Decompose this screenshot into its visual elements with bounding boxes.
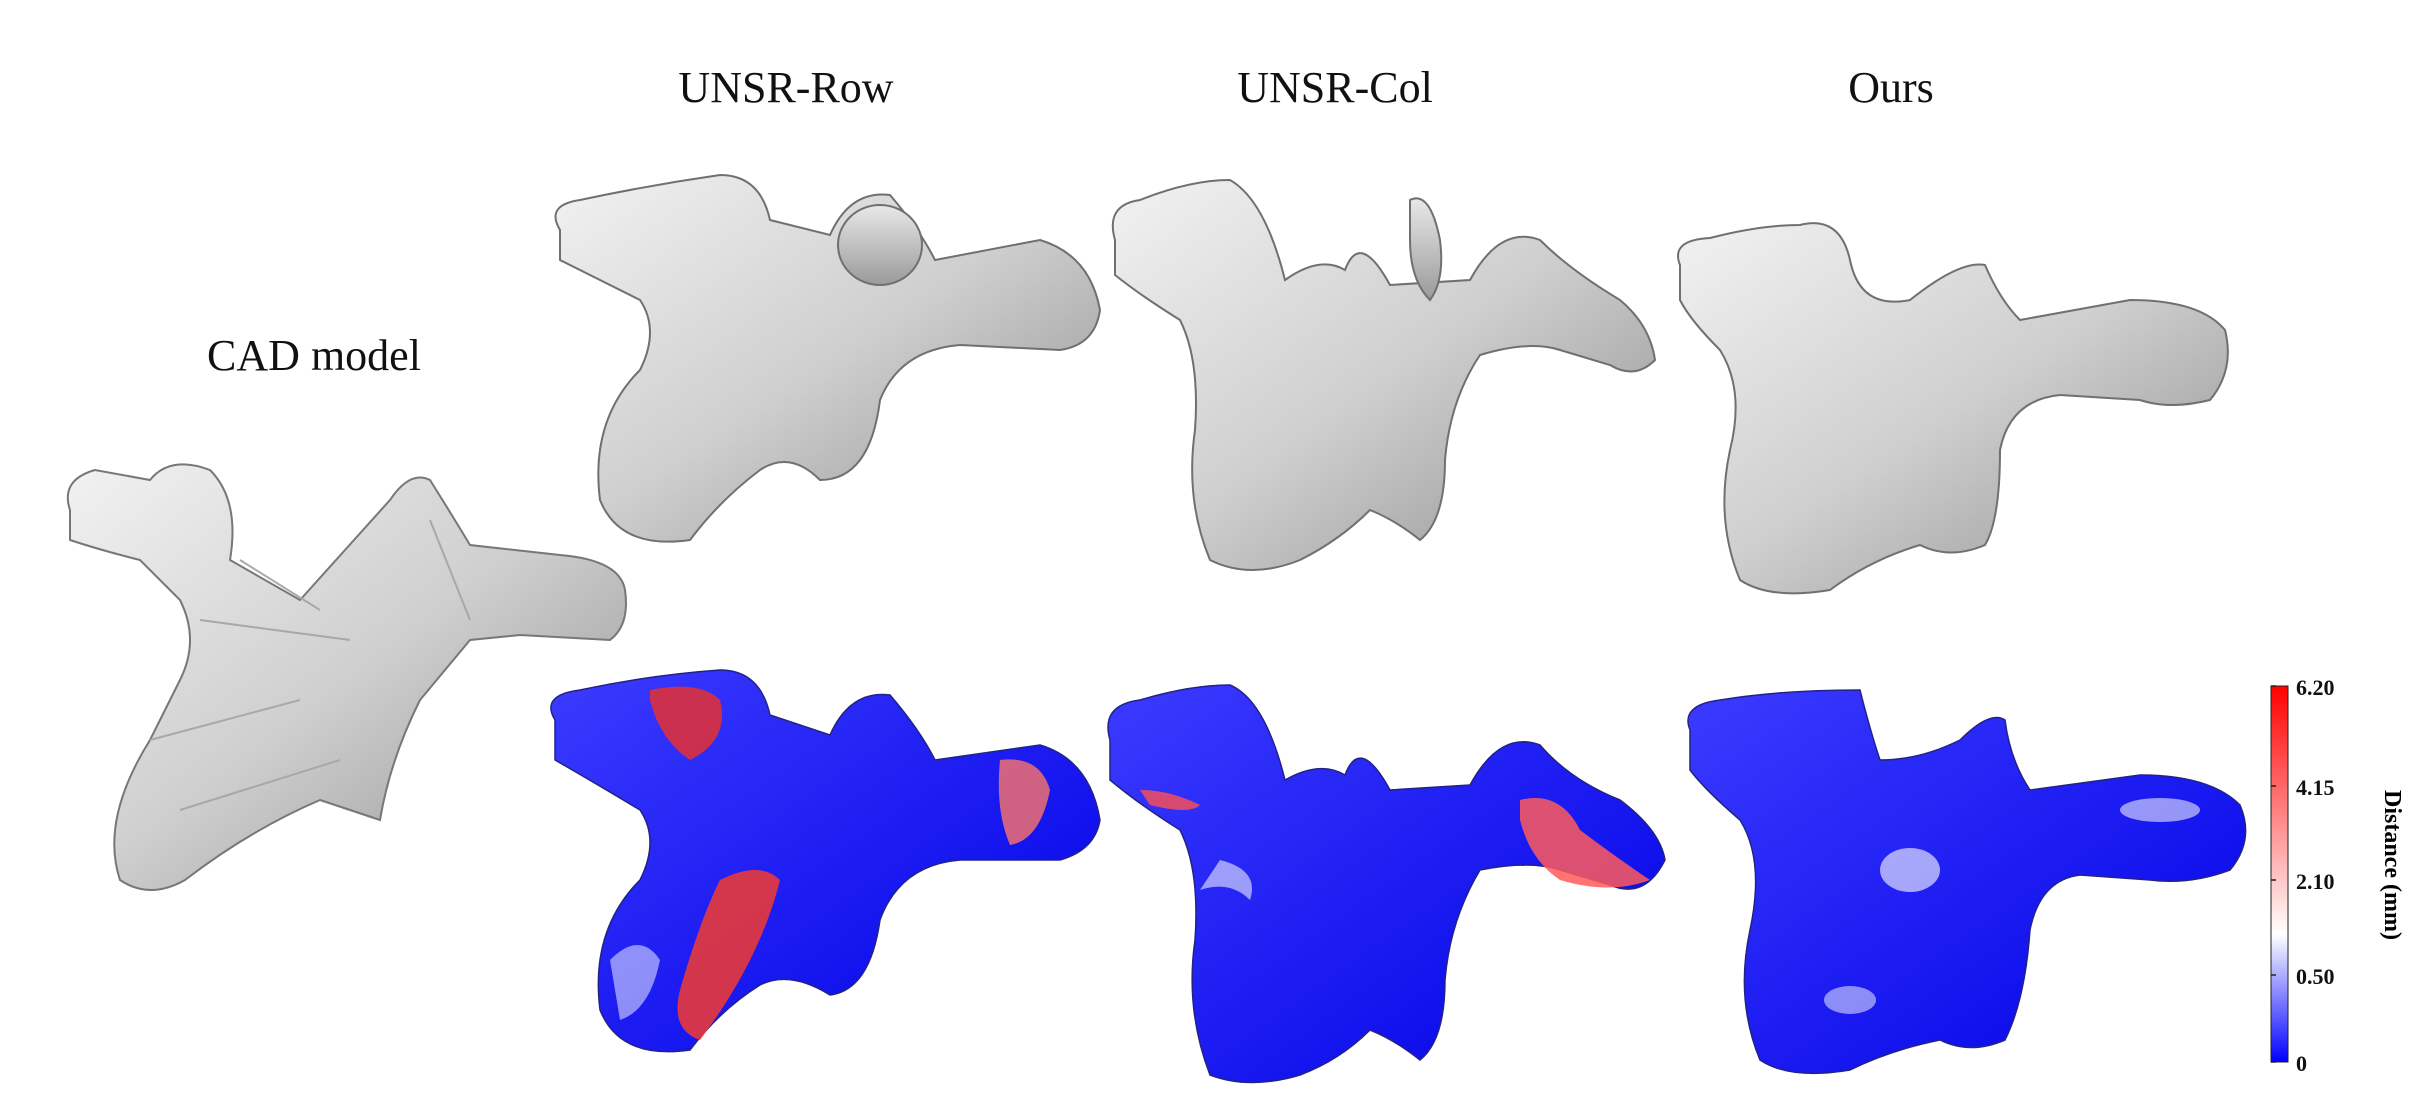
colorbar-title: Distance (mm) (2379, 790, 2405, 940)
colorbar-tick-4: 0.50 (2296, 964, 2335, 989)
title-unsr-row: UNSR-Row (678, 63, 894, 112)
unsr-row-mesh (554, 173, 1102, 543)
unsr-col-mesh (1111, 178, 1657, 571)
ours-mesh (1677, 222, 2229, 595)
colorbar-tick-max: 6.20 (2296, 675, 2335, 700)
title-unsr-col: UNSR-Col (1237, 63, 1433, 112)
colorbar-tick-3: 2.10 (2296, 869, 2335, 894)
cad-model-mesh (66, 463, 627, 891)
colorbar-ticks (2271, 685, 2276, 1063)
colorbar (2270, 685, 2289, 1063)
title-cad-model: CAD model (207, 331, 421, 380)
colorbar-tick-2: 4.15 (2296, 775, 2335, 800)
unsr-col-error-map (1107, 684, 1666, 1084)
ours-error-map (1687, 689, 2247, 1075)
title-ours: Ours (1848, 63, 1934, 112)
unsr-row-error-map (550, 669, 1101, 1053)
colorbar-tick-min: 0 (2296, 1051, 2307, 1076)
